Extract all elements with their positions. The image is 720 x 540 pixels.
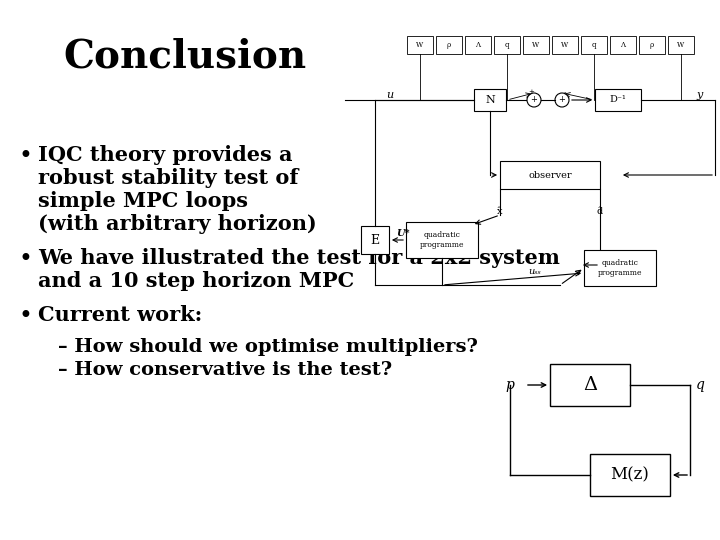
- Text: d̂: d̂: [597, 207, 603, 216]
- FancyBboxPatch shape: [584, 250, 656, 286]
- Text: E̅: E̅: [370, 233, 379, 246]
- Text: W: W: [562, 41, 569, 49]
- Text: (with arbitrary horizon): (with arbitrary horizon): [38, 214, 317, 234]
- FancyBboxPatch shape: [595, 89, 641, 111]
- Text: x̂: x̂: [498, 207, 503, 216]
- Text: •: •: [18, 305, 32, 328]
- FancyBboxPatch shape: [500, 161, 600, 189]
- Text: quadratic
programme: quadratic programme: [420, 232, 464, 248]
- Text: -: -: [564, 89, 566, 95]
- Text: •: •: [18, 248, 32, 271]
- FancyBboxPatch shape: [465, 36, 491, 54]
- Text: W: W: [678, 41, 685, 49]
- FancyBboxPatch shape: [552, 36, 578, 54]
- FancyBboxPatch shape: [436, 36, 462, 54]
- Text: U*: U*: [396, 228, 410, 238]
- FancyBboxPatch shape: [361, 226, 389, 254]
- FancyBboxPatch shape: [668, 36, 694, 54]
- Text: M(z): M(z): [611, 467, 649, 483]
- Text: N: N: [485, 95, 495, 105]
- Text: IQC theory provides a: IQC theory provides a: [38, 145, 292, 165]
- Text: W: W: [416, 41, 423, 49]
- Text: D⁻¹: D⁻¹: [610, 96, 626, 105]
- FancyBboxPatch shape: [523, 36, 549, 54]
- Circle shape: [555, 93, 569, 107]
- Text: Λ: Λ: [621, 41, 626, 49]
- FancyBboxPatch shape: [590, 454, 670, 496]
- Text: uₛₛ: uₛₛ: [528, 267, 541, 276]
- Text: ρ: ρ: [447, 41, 451, 49]
- Text: Λ: Λ: [475, 41, 480, 49]
- FancyBboxPatch shape: [610, 36, 636, 54]
- Circle shape: [527, 93, 541, 107]
- Text: +: +: [531, 96, 537, 105]
- Text: W: W: [532, 41, 539, 49]
- FancyBboxPatch shape: [581, 36, 607, 54]
- Text: observer: observer: [528, 171, 572, 179]
- Text: We have illustrated the test for a 2x2 system: We have illustrated the test for a 2x2 s…: [38, 248, 560, 268]
- FancyBboxPatch shape: [406, 222, 478, 258]
- FancyBboxPatch shape: [474, 89, 506, 111]
- Text: q: q: [592, 41, 596, 49]
- Text: q: q: [505, 41, 509, 49]
- Text: – How should we optimise multipliers?: – How should we optimise multipliers?: [58, 338, 478, 356]
- Text: Δ: Δ: [583, 376, 597, 394]
- Text: and a 10 step horizon MPC: and a 10 step horizon MPC: [38, 271, 354, 291]
- Text: ρ: ρ: [650, 41, 654, 49]
- Text: u: u: [387, 90, 394, 100]
- FancyBboxPatch shape: [639, 36, 665, 54]
- Text: y: y: [697, 90, 703, 100]
- FancyBboxPatch shape: [494, 36, 520, 54]
- Text: – How conservative is the test?: – How conservative is the test?: [58, 361, 392, 379]
- Text: q: q: [696, 378, 704, 392]
- Text: Current work:: Current work:: [38, 305, 202, 325]
- Text: simple MPC loops: simple MPC loops: [38, 191, 248, 211]
- FancyBboxPatch shape: [550, 364, 630, 406]
- Text: p: p: [505, 378, 514, 392]
- Text: +: +: [559, 96, 565, 105]
- Text: Conclusion: Conclusion: [63, 38, 307, 76]
- Text: •: •: [18, 145, 32, 168]
- FancyBboxPatch shape: [407, 36, 433, 54]
- Text: robust stability test of: robust stability test of: [38, 168, 298, 188]
- Text: quadratic
programme: quadratic programme: [598, 259, 642, 276]
- Text: +: +: [528, 89, 534, 95]
